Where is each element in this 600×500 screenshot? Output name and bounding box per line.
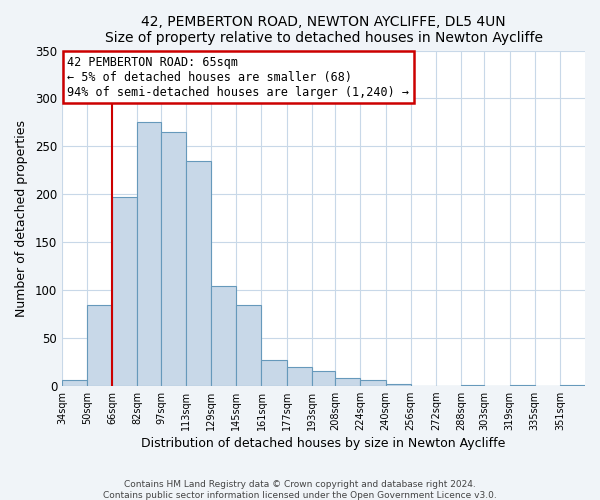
Bar [137,122,161,386]
Bar [112,197,137,386]
Bar [560,384,585,386]
Bar [161,132,186,386]
Bar [335,378,361,386]
Bar [287,366,312,386]
Bar [386,384,410,386]
Y-axis label: Number of detached properties: Number of detached properties [15,120,28,316]
Bar [62,380,87,386]
Text: Contains HM Land Registry data © Crown copyright and database right 2024.
Contai: Contains HM Land Registry data © Crown c… [103,480,497,500]
Bar [186,160,211,386]
Bar [312,372,335,386]
Bar [262,360,287,386]
Title: 42, PEMBERTON ROAD, NEWTON AYCLIFFE, DL5 4UN
Size of property relative to detach: 42, PEMBERTON ROAD, NEWTON AYCLIFFE, DL5… [104,15,542,45]
Bar [509,384,535,386]
X-axis label: Distribution of detached houses by size in Newton Aycliffe: Distribution of detached houses by size … [142,437,506,450]
Bar [87,306,112,386]
Text: 42 PEMBERTON ROAD: 65sqm
← 5% of detached houses are smaller (68)
94% of semi-de: 42 PEMBERTON ROAD: 65sqm ← 5% of detache… [67,56,409,98]
Bar [361,380,386,386]
Bar [461,384,484,386]
Bar [236,306,262,386]
Bar [211,286,236,386]
